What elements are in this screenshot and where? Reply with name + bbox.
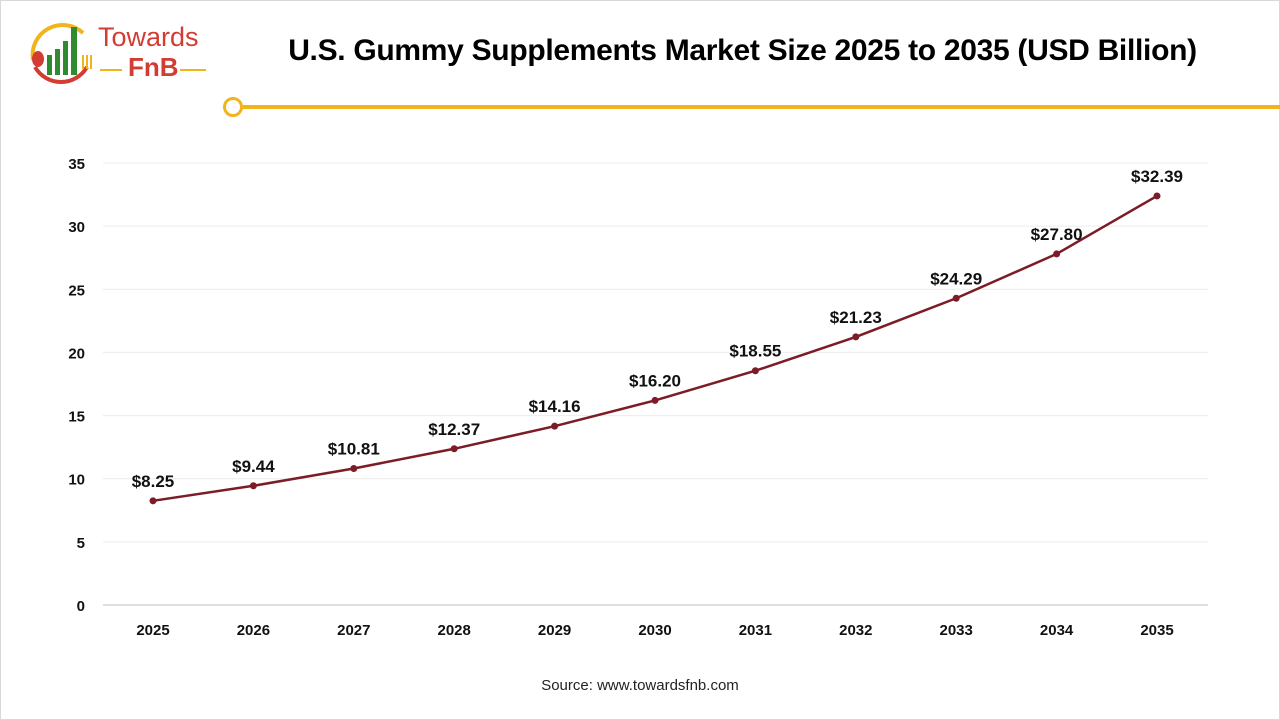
x-tick-label: 2027: [337, 622, 370, 639]
y-tick-label: 35: [68, 156, 85, 173]
y-tick-label: 10: [68, 472, 85, 489]
data-label: $24.29: [930, 269, 982, 288]
y-tick-label: 0: [77, 598, 85, 615]
chart-title: U.S. Gummy Supplements Market Size 2025 …: [288, 34, 1197, 67]
data-point: [852, 333, 860, 341]
x-tick-label: 2035: [1140, 622, 1173, 639]
logo-text-towards: Towards: [98, 22, 199, 52]
data-point: [450, 445, 458, 453]
data-point: [551, 422, 559, 430]
data-point: [1053, 250, 1061, 258]
y-tick-label: 5: [77, 535, 85, 552]
x-tick-label: 2030: [638, 622, 671, 639]
source-note: Source: www.towardsfnb.com: [541, 677, 739, 694]
data-label: $9.44: [232, 457, 275, 476]
x-tick-label: 2031: [739, 622, 772, 639]
x-tick-label: 2034: [1040, 622, 1074, 639]
title-underline-ring: [223, 97, 243, 117]
x-tick-label: 2033: [940, 622, 973, 639]
data-point: [952, 294, 960, 302]
data-label: $8.25: [132, 472, 175, 491]
series-line: [152, 194, 1158, 503]
data-point: [149, 497, 157, 505]
x-tick-label: 2025: [136, 622, 169, 639]
towards-fnb-logo: [25, 15, 215, 90]
logo-divider: [180, 69, 206, 71]
y-tick-label: 25: [68, 282, 85, 299]
data-point: [751, 367, 759, 375]
logo-divider: [100, 69, 122, 71]
data-label: $10.81: [328, 439, 380, 458]
x-tick-label: 2029: [538, 622, 571, 639]
data-label: $14.16: [529, 397, 581, 416]
y-tick-label: 15: [68, 409, 85, 426]
data-point: [249, 482, 257, 490]
x-tick-label: 2028: [438, 622, 471, 639]
data-label: $12.37: [428, 420, 480, 439]
logo-text-fnb: FnB: [128, 52, 179, 82]
data-label: $27.80: [1031, 225, 1083, 244]
data-label: $21.23: [830, 308, 882, 327]
data-label: $18.55: [729, 342, 781, 361]
x-tick-label: 2032: [839, 622, 872, 639]
y-tick-label: 30: [68, 219, 85, 236]
x-tick-label: 2026: [237, 622, 270, 639]
data-point: [1153, 192, 1161, 200]
data-point: [350, 464, 358, 472]
y-tick-label: 20: [68, 345, 85, 362]
data-label: $32.39: [1131, 167, 1183, 186]
logo-icon: [30, 22, 92, 85]
data-point: [651, 396, 659, 404]
data-label: $16.20: [629, 371, 681, 390]
title-underline: [240, 105, 1280, 109]
